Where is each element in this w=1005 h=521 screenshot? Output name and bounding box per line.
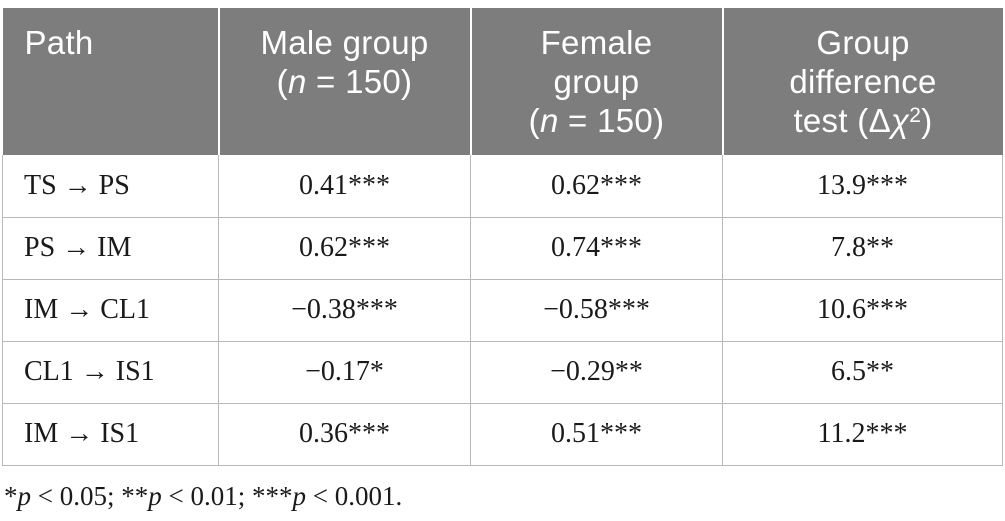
header-cell-male-group: Male group (n = 150) [218,8,472,155]
header-male-sample-size: (n = 150) [276,63,413,100]
female-value-cell: 0.74*** [470,216,723,280]
n-symbol: n [539,102,559,139]
table-row: CL1 → IS1 −0.17* −0.29** 6.5** [2,340,1003,404]
significance-footnote: *p < 0.05; **p < 0.01; ***p < 0.001. [4,480,403,511]
male-value-cell: 0.62*** [218,216,471,280]
header-cell-female-group: Female group (n = 150) [470,8,724,155]
female-value-cell: −0.58*** [470,278,723,342]
path-cell: CL1 → IS1 [2,340,219,404]
female-value-cell: −0.29** [470,340,723,404]
path-cell: PS → IM [2,216,219,280]
header-diff-line3: test (Δχ2) [793,102,933,139]
diff-value-cell: 7.8** [722,216,1003,280]
table-row: IM → CL1 −0.38*** −0.58*** 10.6*** [2,278,1003,342]
header-female-sample-size: (n = 150) [528,102,665,139]
header-male-line1: Male group [260,24,429,61]
footnote-star2: ** [121,480,149,511]
female-value-cell: 0.51*** [470,402,723,466]
table-row: PS → IM 0.62*** 0.74*** 7.8** [2,216,1003,280]
female-value-cell: 0.62*** [470,155,723,218]
header-path-label: Path [24,24,94,61]
table-row: IM → IS1 0.36*** 0.51*** 11.2*** [2,402,1003,466]
diff-value-cell: 6.5** [722,340,1003,404]
header-diff-line2: difference [789,63,937,100]
p-symbol: p [292,480,306,511]
table-header: Path Male group (n = 150) Female group (… [2,8,1003,155]
path-cell: IM → IS1 [2,402,219,466]
footnote-star3: *** [251,480,293,511]
footnote-star1: * [4,480,18,511]
chi-symbol: χ [890,102,910,139]
n-symbol: n [287,63,307,100]
header-cell-group-difference: Group difference test (Δχ2) [722,8,1003,155]
diff-value-cell: 10.6*** [722,278,1003,342]
path-cell: IM → CL1 [2,278,219,342]
header-female-line1: Female [540,24,653,61]
path-comparison-table: Path Male group (n = 150) Female group (… [2,8,1003,466]
male-value-cell: −0.17* [218,340,471,404]
diff-value-cell: 13.9*** [722,155,1003,218]
p-symbol: p [17,480,32,511]
path-cell: TS → PS [2,155,219,218]
male-value-cell: 0.41*** [218,155,471,218]
header-diff-line1: Group [816,24,910,61]
male-value-cell: −0.38*** [218,278,471,342]
male-value-cell: 0.36*** [218,402,471,466]
header-row: Path Male group (n = 150) Female group (… [2,8,1003,155]
diff-value-cell: 11.2*** [722,402,1003,466]
header-female-line2: group [553,63,640,100]
chi-superscript: 2 [909,104,922,127]
p-symbol: p [148,480,162,511]
header-cell-path: Path [2,8,220,155]
table-row: TS → PS 0.41*** 0.62*** 13.9*** [2,155,1003,218]
table-body: TS → PS 0.41*** 0.62*** 13.9*** PS → IM … [2,155,1003,466]
